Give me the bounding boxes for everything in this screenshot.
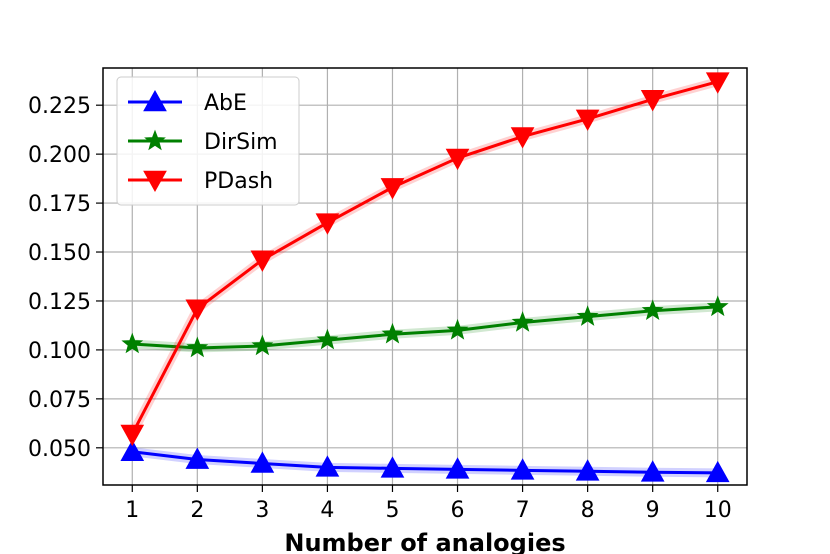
- series-dirsim: [121, 295, 729, 358]
- data-point: [120, 424, 145, 447]
- x-tick-label: 8: [581, 498, 595, 523]
- data-point: [576, 305, 599, 326]
- data-point: [641, 299, 664, 321]
- x-tick-label: 7: [516, 498, 530, 523]
- data-point: [706, 295, 729, 317]
- data-point: [185, 447, 210, 469]
- data-point: [120, 439, 145, 462]
- data-point: [381, 322, 404, 344]
- data-point: [510, 127, 535, 149]
- x-tick-label: 9: [646, 498, 660, 523]
- data-point: [705, 72, 730, 94]
- series-line: [130, 80, 719, 435]
- y-tick-label: 0.075: [28, 388, 91, 413]
- y-axis: 0.050 0.075 0.100 0.125 0.150 0.175 0.200 0.225: [28, 94, 103, 462]
- series-abe: [120, 439, 730, 483]
- legend-label: DirSim: [204, 130, 278, 155]
- legend-entry-pdash: PDash: [128, 169, 273, 194]
- data-point: [575, 109, 600, 131]
- series-line: [132, 450, 718, 475]
- data-point: [380, 178, 405, 200]
- x-axis: 1 2 3 4 5 6 7 8 9 10: [125, 485, 732, 523]
- y-tick-label: 0.050: [28, 437, 91, 462]
- x-tick-label: 5: [385, 498, 399, 523]
- data-point: [511, 311, 534, 332]
- legend-label: PDash: [204, 169, 273, 194]
- x-tick-label: 3: [255, 498, 269, 523]
- data-point: [186, 336, 209, 358]
- data-point: [250, 451, 275, 473]
- data-point: [251, 334, 274, 356]
- data-point: [315, 213, 340, 235]
- legend-entry-dirsim: DirSim: [128, 129, 278, 155]
- x-axis-label: Number of analogies: [284, 529, 565, 554]
- data-point: [640, 460, 665, 482]
- data-point: [121, 332, 144, 354]
- data-point: [185, 299, 210, 321]
- data-point: [144, 129, 166, 151]
- plot-frame: [102, 67, 748, 486]
- series-line: [132, 305, 718, 350]
- data-point: [315, 455, 340, 477]
- y-tick-label: 0.225: [28, 94, 91, 119]
- legend: AbE DirSim PDash: [116, 76, 300, 206]
- data-point: [640, 90, 665, 112]
- y-tick-label: 0.200: [28, 143, 91, 168]
- y-tick-label: 0.150: [28, 241, 91, 266]
- y-tick-label: 0.100: [28, 339, 91, 364]
- x-tick-label: 6: [451, 498, 465, 523]
- x-tick-label: 4: [320, 498, 334, 523]
- data-point: [445, 457, 470, 479]
- legend-label: AbE: [204, 91, 247, 116]
- data-point: [143, 89, 167, 112]
- x-tick-label: 1: [125, 498, 139, 523]
- series-layer: [120, 72, 730, 483]
- data-point: [380, 456, 405, 478]
- x-tick-label: 2: [190, 498, 204, 523]
- data-point: [575, 459, 600, 481]
- data-point: [250, 250, 275, 272]
- grid-lines: [103, 68, 747, 485]
- x-tick-label: 10: [704, 498, 732, 523]
- legend-entry-abe: AbE: [128, 89, 247, 116]
- y-tick-label: 0.125: [28, 290, 91, 315]
- y-tick-label: 0.175: [28, 192, 91, 217]
- data-point: [316, 328, 339, 350]
- data-point: [705, 460, 730, 483]
- series-pdash: [120, 72, 730, 447]
- data-point: [446, 318, 469, 340]
- data-point: [143, 170, 167, 193]
- data-point: [445, 148, 470, 171]
- data-point: [510, 458, 535, 480]
